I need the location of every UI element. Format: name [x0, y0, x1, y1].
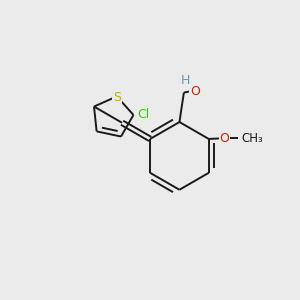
Text: O: O	[219, 132, 229, 145]
Text: CH₃: CH₃	[242, 132, 263, 145]
Text: Cl: Cl	[138, 108, 150, 121]
Text: H: H	[181, 74, 190, 87]
Text: O: O	[190, 85, 200, 98]
Text: S: S	[113, 92, 121, 104]
